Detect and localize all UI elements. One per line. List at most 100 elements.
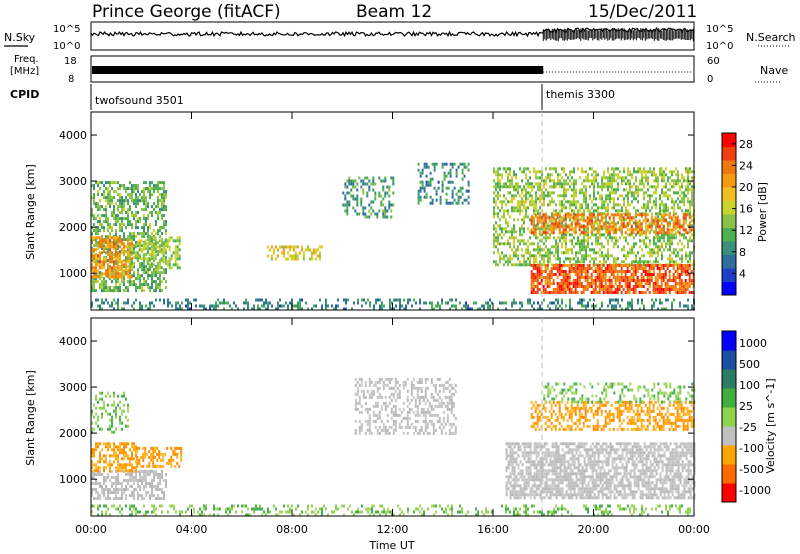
heatmap-cell	[527, 263, 529, 267]
heatmap-cell	[103, 244, 105, 248]
heatmap-cell	[543, 185, 545, 189]
heatmap-cell	[646, 270, 649, 273]
heatmap-cell	[623, 248, 625, 252]
heatmap-cell	[155, 268, 157, 272]
heatmap-cell	[548, 216, 551, 220]
heatmap-cell	[600, 276, 603, 279]
heatmap-cell	[142, 254, 145, 258]
heatmap-cell	[589, 236, 591, 240]
freq-panel	[90, 55, 695, 83]
heatmap-cell	[461, 171, 464, 175]
heatmap-cell	[664, 291, 667, 294]
heatmap-cell	[115, 283, 117, 287]
heatmap-cell	[576, 216, 579, 220]
heatmap-cell	[501, 215, 503, 219]
heatmap-cell	[661, 209, 663, 213]
heatmap-cell	[113, 488, 115, 491]
heatmap-cell	[125, 289, 127, 293]
heatmap-cell	[107, 236, 109, 240]
heatmap-cell	[163, 479, 165, 482]
heatmap-cell	[609, 179, 611, 183]
heatmap-cell	[390, 203, 393, 207]
heatmap-cell	[384, 194, 387, 198]
heatmap-cell	[509, 200, 511, 204]
heatmap-cell	[641, 179, 643, 183]
heatmap-cell	[103, 229, 105, 233]
heatmap-cell	[639, 257, 641, 261]
heatmap-cell	[543, 191, 545, 195]
heatmap-cell	[95, 260, 97, 264]
heatmap-cell	[681, 185, 683, 189]
heatmap-cell	[571, 251, 573, 255]
heatmap-cell	[513, 188, 515, 192]
heatmap-cell	[145, 232, 147, 236]
heatmap-cell	[673, 170, 675, 174]
heatmap-cell	[276, 248, 279, 252]
heatmap-cell	[624, 291, 627, 294]
heatmap-cell	[139, 286, 141, 290]
heatmap-cell	[681, 242, 683, 246]
heatmap-cell	[597, 191, 599, 195]
heatmap-cell	[583, 298, 585, 302]
heatmap-cell	[581, 257, 583, 261]
heatmap-cell	[103, 263, 105, 267]
heatmap-cell	[505, 307, 507, 311]
heatmap-cell	[532, 291, 535, 294]
heatmap-cell	[99, 260, 101, 264]
heatmap-cell	[149, 223, 151, 227]
heatmap-cell	[95, 257, 97, 261]
heatmap-cell	[419, 307, 421, 311]
heatmap-cell	[554, 288, 557, 291]
heatmap-cell	[149, 226, 151, 230]
heatmap-cell	[111, 202, 113, 206]
heatmap-cell	[629, 179, 631, 183]
heatmap-cell	[143, 271, 145, 275]
heatmap-cell	[113, 442, 115, 446]
heatmap-cell	[395, 304, 397, 308]
heatmap-cell	[550, 270, 553, 273]
heatmap-cell	[616, 273, 619, 276]
heatmap-cell	[667, 179, 669, 183]
heatmap-cell	[687, 242, 689, 246]
heatmap-cell	[538, 267, 541, 270]
heatmap-cell	[573, 227, 575, 231]
heatmap-cell	[597, 173, 599, 177]
heatmap-cell	[655, 257, 657, 261]
heatmap-cell	[91, 241, 93, 245]
heatmap-cell	[304, 248, 307, 252]
heatmap-cell	[523, 200, 525, 204]
heatmap-cell	[560, 270, 563, 273]
heatmap-cell	[545, 236, 547, 240]
heatmap-cell	[585, 248, 587, 252]
heatmap-cell	[574, 282, 577, 285]
heatmap-cell	[615, 242, 617, 246]
heatmap-cell	[119, 286, 121, 290]
heatmap-cell	[517, 257, 519, 261]
heatmap-cell	[257, 307, 259, 311]
heatmap-cell	[165, 262, 167, 266]
beam-label: Beam 12	[356, 2, 432, 22]
heatmap-cell	[105, 181, 107, 185]
heatmap-cell	[515, 251, 517, 255]
heatmap-cell	[636, 213, 639, 217]
nsky-trace	[90, 27, 695, 38]
heatmap-cell	[689, 170, 691, 174]
heatmap-cell	[99, 494, 101, 497]
heatmap-cell	[155, 283, 157, 287]
heatmap-cell	[612, 225, 615, 229]
heatmap-cell	[593, 182, 595, 186]
heatmap-cell	[582, 264, 585, 267]
heatmap-cell	[103, 250, 105, 254]
heatmap-cell	[628, 213, 631, 217]
heatmap-cell	[625, 188, 627, 192]
heatmap-cell	[627, 179, 629, 183]
heatmap-cell	[372, 188, 375, 192]
heatmap-cell	[600, 219, 603, 223]
heatmap-cell	[278, 245, 281, 249]
heatmap-cell	[671, 218, 673, 222]
heatmap-cell	[666, 288, 669, 291]
heatmap-cell	[156, 266, 159, 270]
heatmap-cell	[616, 291, 619, 294]
heatmap-cell	[634, 213, 637, 217]
